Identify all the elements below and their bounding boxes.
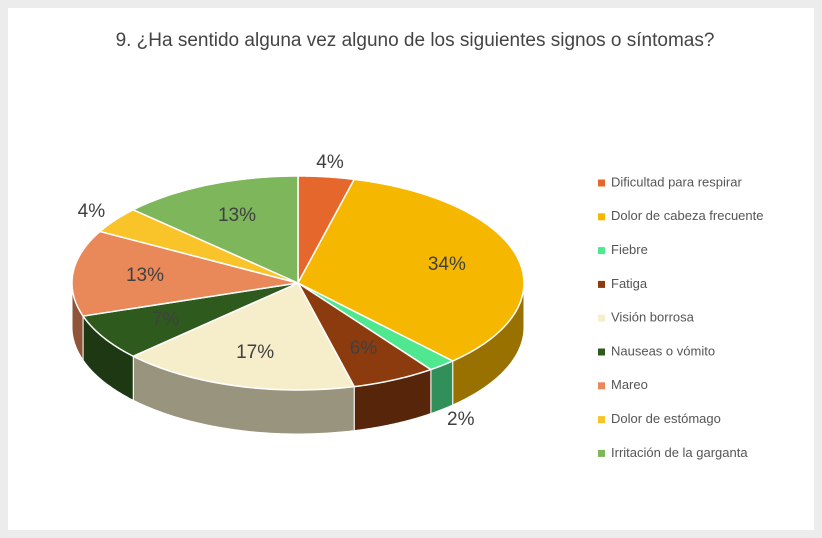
data-label: 13% [126,265,164,286]
legend-marker [598,449,605,457]
legend-label: Fiebre [611,242,648,257]
legend-label: Dificultad para respirar [611,174,742,189]
data-label: 4% [316,152,344,173]
slice [131,282,356,391]
data-label: 2% [447,409,475,430]
slice [296,178,525,362]
legend-marker [598,314,605,322]
data-label: 7% [152,309,180,330]
legend-marker [598,213,605,221]
legend-label: Visión borrosa [611,310,695,325]
chart-title: 9. ¿Ha sentido alguna vez alguno de los … [115,30,715,51]
legend-label: Irritación de la garganta [611,445,748,460]
legend-label: Dolor de estómago [611,411,721,426]
legend-marker [598,247,605,255]
data-label: 17% [236,342,274,363]
legend-label: Mareo [611,377,648,392]
legend-marker [598,179,605,187]
legend-label: Nauseas o vómito [611,343,715,358]
legend-label: Dolor de cabeza frecuente [611,208,763,223]
legend-marker [598,280,605,288]
legend-marker [598,348,605,356]
slice [98,208,299,284]
slice [71,230,299,317]
slice [297,282,433,388]
slice [131,175,299,285]
legend-label: Fatiga [611,276,648,291]
data-label: 4% [78,201,106,222]
data-label: 34% [428,254,466,275]
slice [297,282,455,371]
legend-marker [598,416,605,424]
legend-marker [598,382,605,390]
data-label: 13% [218,205,256,226]
slice [81,282,299,358]
data-label: 6% [350,338,378,359]
